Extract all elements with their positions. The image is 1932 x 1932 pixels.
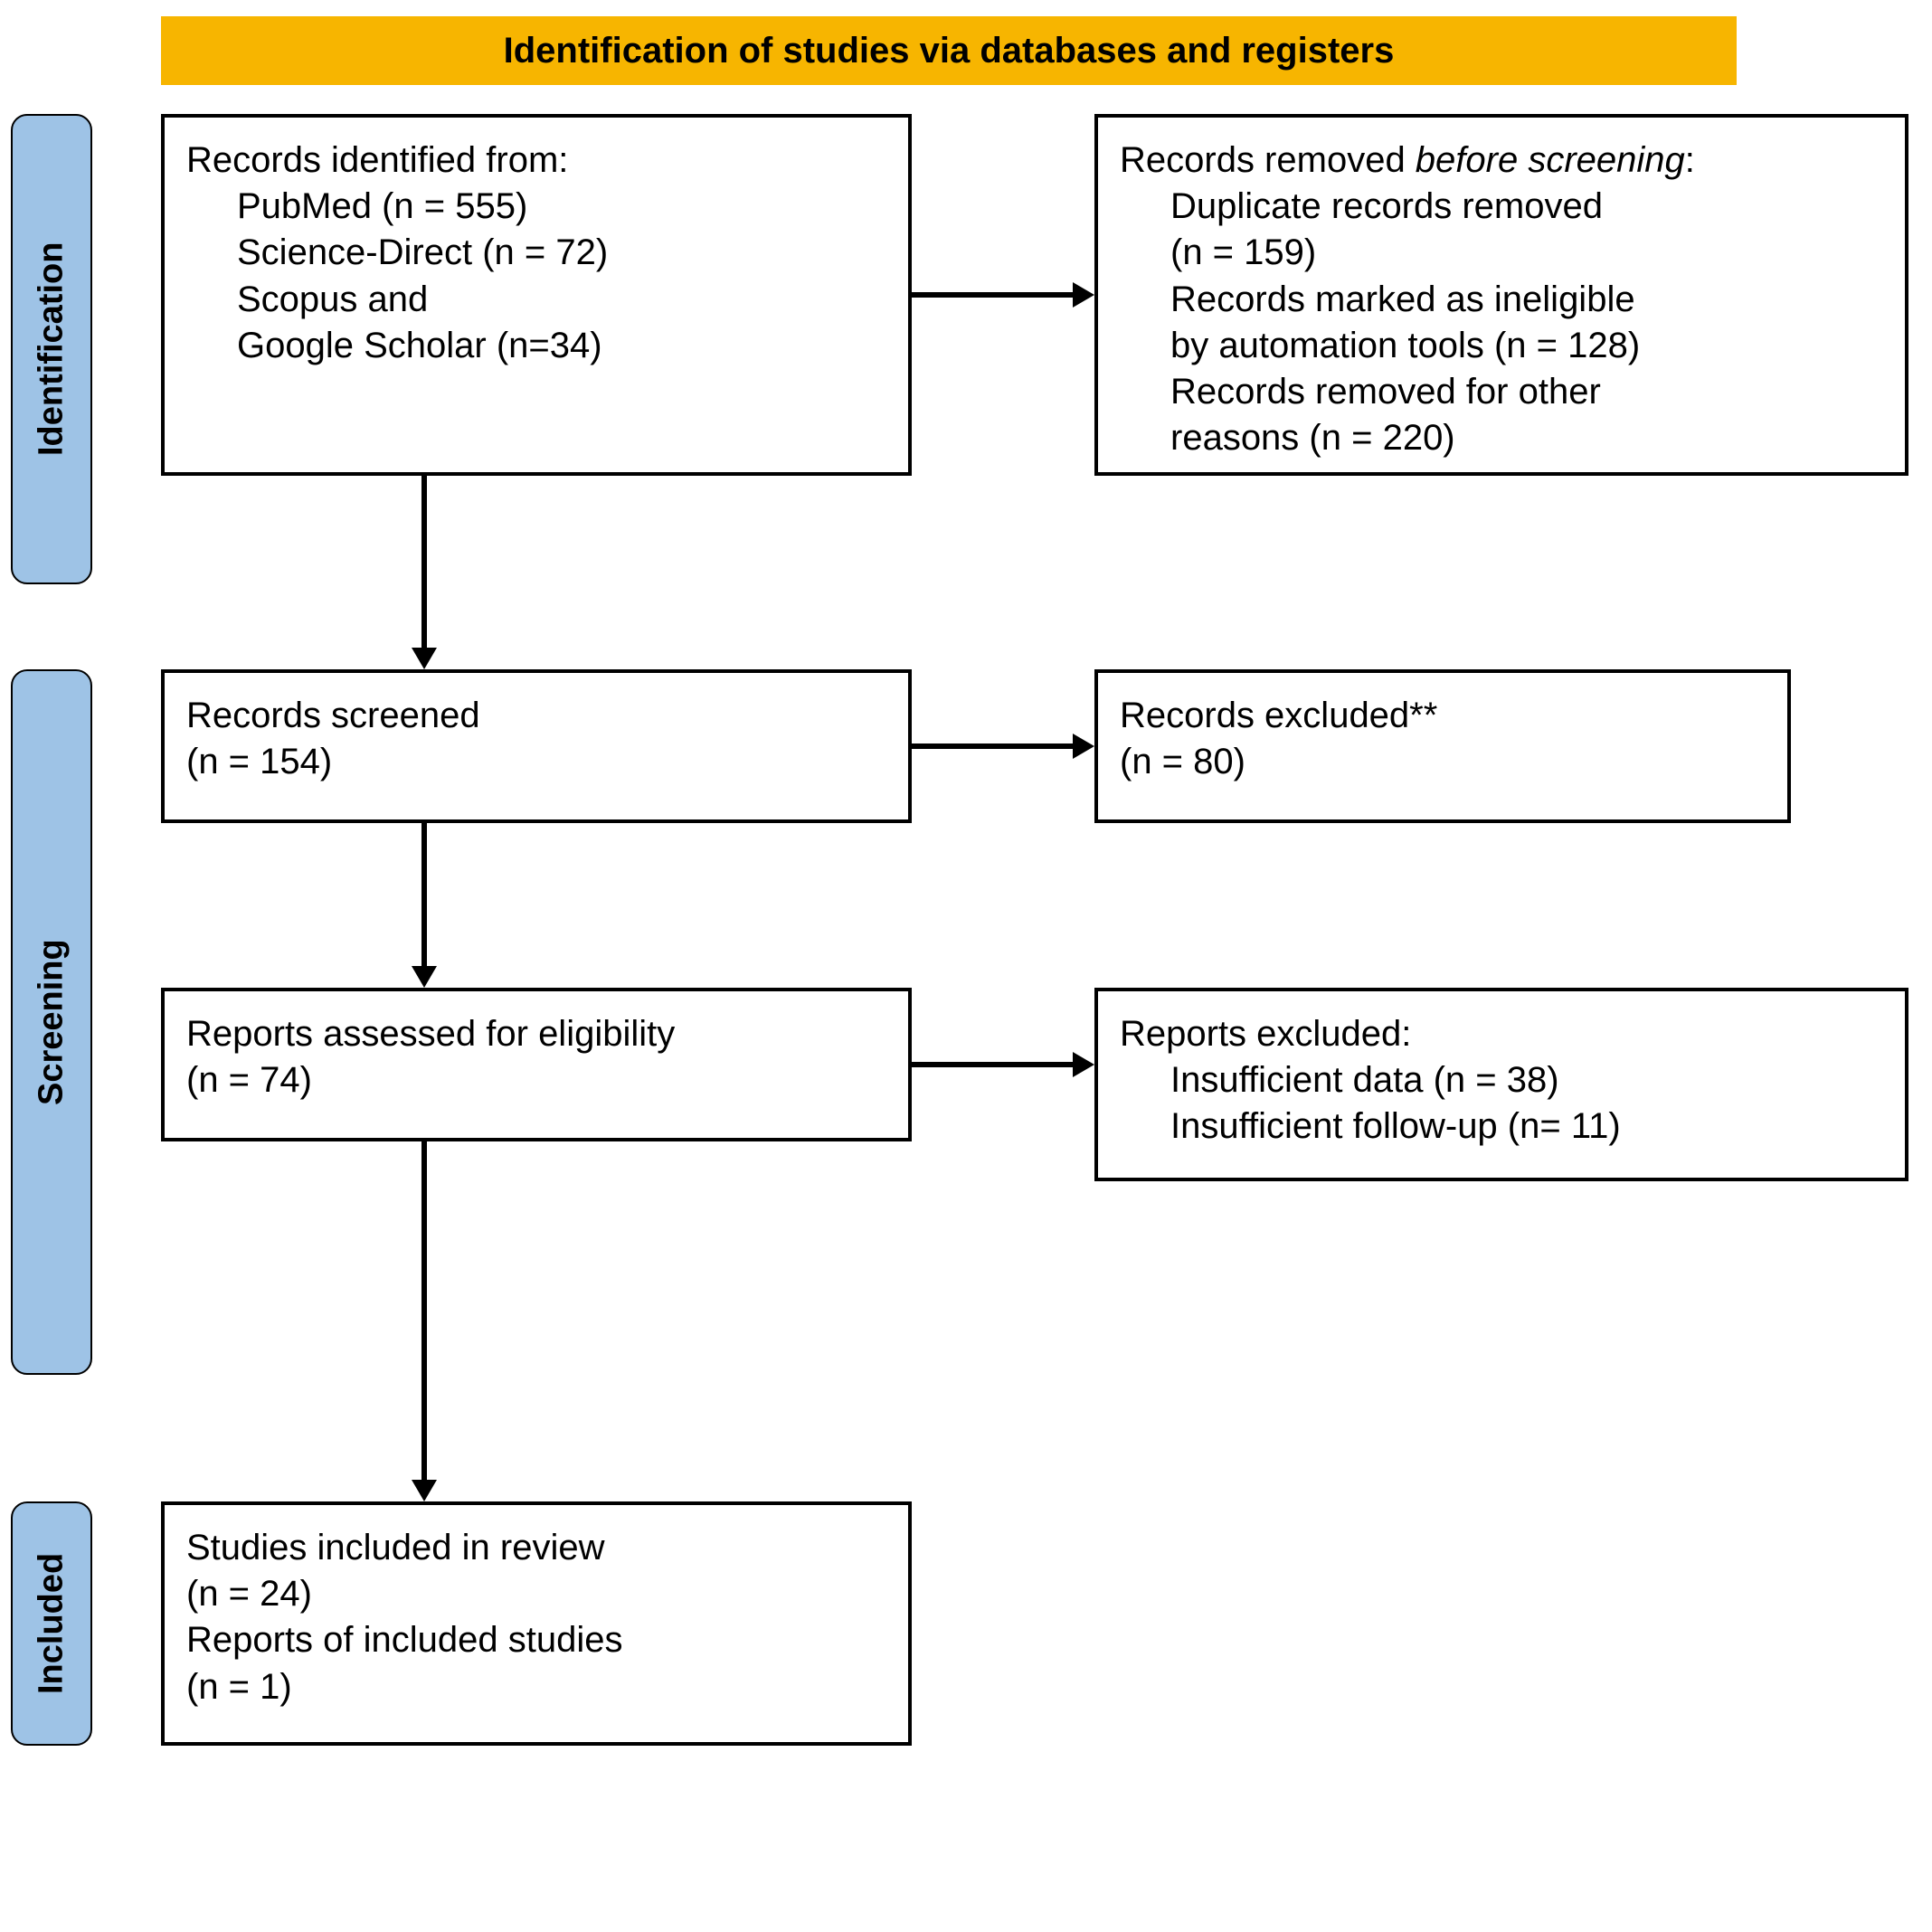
box-line: Records screened: [186, 693, 886, 739]
box-line: (n = 24): [186, 1571, 886, 1617]
box-line: (n = 80): [1120, 739, 1766, 785]
box-line: (n = 154): [186, 739, 886, 785]
box-line: Records excluded**: [1120, 693, 1766, 739]
box-line: Google Scholar (n=34): [186, 323, 886, 369]
box-line: Reports assessed for eligibility: [186, 1011, 886, 1057]
stage-label-text: Identification: [33, 242, 71, 456]
box-reports-excluded: Reports excluded: Insufficient data (n =…: [1094, 988, 1908, 1181]
arrow-line: [421, 823, 427, 968]
box-line: Scopus and: [186, 277, 886, 323]
arrow-head-icon: [412, 1480, 437, 1501]
box-title: Records removed before screening:: [1120, 137, 1883, 184]
box-line: Duplicate records removed: [1120, 184, 1883, 230]
box-line: Records removed for other: [1120, 369, 1883, 415]
box-line: (n = 159): [1120, 230, 1883, 276]
box-reports-assessed: Reports assessed for eligibility (n = 74…: [161, 988, 912, 1141]
arrow-line: [912, 743, 1075, 749]
box-records-removed: Records removed before screening: Duplic…: [1094, 114, 1908, 476]
arrow-line: [912, 292, 1075, 298]
arrow-line: [421, 1141, 427, 1482]
box-line: PubMed (n = 555): [186, 184, 886, 230]
box-title: Records identified from:: [186, 137, 886, 184]
box-line: Studies included in review: [186, 1525, 886, 1571]
box-records-identified: Records identified from: PubMed (n = 555…: [161, 114, 912, 476]
box-line: (n = 74): [186, 1057, 886, 1103]
arrow-head-icon: [1073, 734, 1094, 759]
box-records-excluded: Records excluded** (n = 80): [1094, 669, 1791, 823]
title-part: :: [1685, 140, 1695, 180]
arrow-head-icon: [1073, 1052, 1094, 1077]
title-part-italic: before screening: [1416, 140, 1685, 180]
arrow-head-icon: [412, 966, 437, 988]
box-studies-included: Studies included in review (n = 24) Repo…: [161, 1501, 912, 1746]
header-banner: Identification of studies via databases …: [161, 16, 1737, 85]
stage-label-included: Included: [11, 1501, 92, 1746]
box-line: by automation tools (n = 128): [1120, 323, 1883, 369]
arrow-head-icon: [1073, 282, 1094, 308]
box-records-screened: Records screened (n = 154): [161, 669, 912, 823]
arrow-line: [421, 476, 427, 649]
stage-label-text: Included: [33, 1553, 71, 1694]
arrow-head-icon: [412, 648, 437, 669]
box-line: reasons (n = 220): [1120, 415, 1883, 461]
box-line: (n = 1): [186, 1664, 886, 1710]
header-text: Identification of studies via databases …: [504, 31, 1395, 71]
stage-label-identification: Identification: [11, 114, 92, 584]
box-line: Science-Direct (n = 72): [186, 230, 886, 276]
box-title: Reports excluded:: [1120, 1011, 1883, 1057]
stage-label-screening: Screening: [11, 669, 92, 1375]
box-line: Insufficient follow-up (n= 11): [1120, 1103, 1883, 1150]
box-line: Reports of included studies: [186, 1617, 886, 1663]
box-line: Records marked as ineligible: [1120, 277, 1883, 323]
stage-label-text: Screening: [33, 939, 71, 1105]
title-part: Records removed: [1120, 140, 1416, 180]
arrow-line: [912, 1062, 1075, 1067]
flowchart-canvas: Identification of studies via databases …: [0, 0, 1932, 1932]
box-line: Insufficient data (n = 38): [1120, 1057, 1883, 1103]
